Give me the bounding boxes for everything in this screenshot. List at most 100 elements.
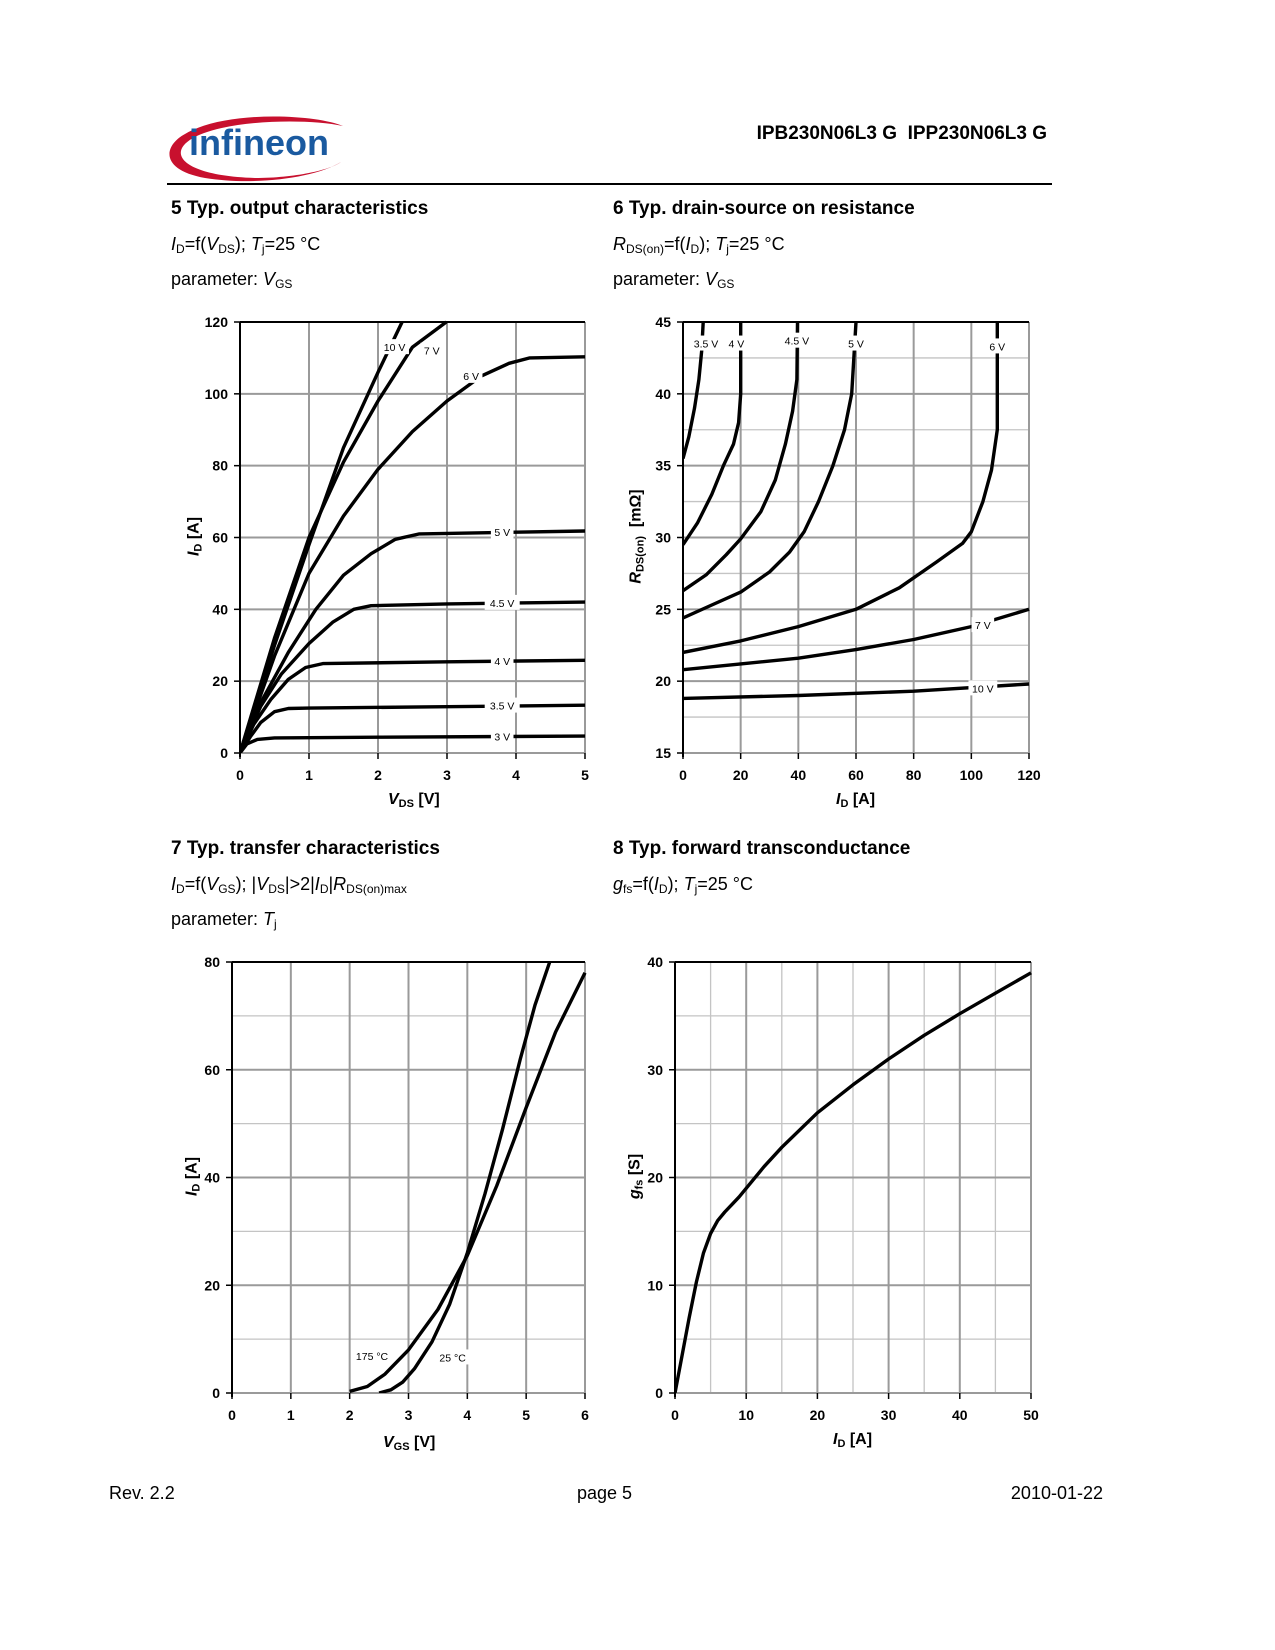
text-part: D <box>840 798 849 810</box>
series-label-bg <box>844 335 868 351</box>
series-label: 3.5 V <box>490 701 515 713</box>
text-part: [A] <box>183 1156 201 1184</box>
series-curve-7-v <box>683 607 1030 672</box>
y-tick-label: 80 <box>212 458 228 474</box>
section-6-title: 6 Typ. drain-source on resistance <box>613 198 915 219</box>
text-part: =f( <box>184 234 207 254</box>
section-6-parameter: parameter: VGS <box>613 269 734 291</box>
x-tick-label: 0 <box>236 767 244 783</box>
infineon-logo: infineon <box>165 112 345 182</box>
series-label-bg <box>380 339 409 355</box>
text-part: I <box>171 874 177 894</box>
x-tick-label: 1 <box>305 767 313 783</box>
x-tick-label: 30 <box>881 1407 897 1423</box>
text-part: [S] <box>626 1153 644 1180</box>
footer-date: 2010-01-22 <box>1010 1483 1103 1503</box>
y-tick-label: 0 <box>655 1385 663 1401</box>
series-label-bg <box>490 524 514 540</box>
logo-swoosh-icon <box>169 116 343 182</box>
text-part: j <box>694 882 698 896</box>
text-part: ); <box>667 874 684 894</box>
section-8-formula: gfs=f(ID); Tj=25 °C <box>613 874 753 896</box>
series-curve-10-v <box>240 321 404 753</box>
y-tick-label: 20 <box>655 673 671 689</box>
x-tick-label: 120 <box>1017 767 1041 783</box>
text-part: I <box>183 1191 201 1197</box>
text-part: | <box>328 874 334 894</box>
y-tick-label: 45 <box>655 314 671 330</box>
text-part: R <box>333 874 347 894</box>
series-label-bg <box>490 728 514 744</box>
x-tick-label: 2 <box>374 767 382 783</box>
x-tick-label: 0 <box>671 1407 679 1423</box>
text-part: D <box>190 1183 203 1192</box>
text-part: [V] <box>409 1434 436 1451</box>
series-curve-10-v <box>683 682 1030 701</box>
text-part: R <box>613 234 626 254</box>
series-curve-25-c <box>378 961 552 1393</box>
series-label: 4.5 V <box>490 598 515 610</box>
series-curve-5-v <box>240 529 586 753</box>
text-part: GS <box>717 277 735 291</box>
text-part: j <box>726 242 729 256</box>
text-part: GS <box>393 1441 410 1453</box>
text-part: D <box>690 242 700 256</box>
x-tick-label: 40 <box>952 1407 968 1423</box>
x-tick-label: 4 <box>463 1407 471 1423</box>
series-label: 5 V <box>848 339 864 351</box>
text-part: =f( <box>632 874 654 894</box>
y-tick-label: 20 <box>204 1277 220 1293</box>
series-label: 3 V <box>494 731 510 743</box>
text-part: I <box>836 791 841 808</box>
series-curve-4-v <box>683 322 743 546</box>
text-part: |>2| <box>284 874 315 894</box>
y-tick-label: 40 <box>204 1170 220 1186</box>
text-part: T <box>263 909 275 929</box>
chart-8-xlabel: ID [A] <box>833 1431 872 1450</box>
section-5-formula: ID=f(VDS); Tj=25 °C <box>171 234 320 256</box>
series-label: 175 °C <box>356 1351 389 1363</box>
series-label-bg <box>490 653 514 669</box>
text-part: I <box>314 874 320 894</box>
text-part: DS(on) <box>626 242 665 256</box>
text-part: [A] <box>185 516 203 544</box>
x-tick-label: 3 <box>405 1407 413 1423</box>
text-part: V <box>388 791 399 808</box>
series-label: 6 V <box>463 371 479 383</box>
text-part: j <box>261 242 265 256</box>
series-curve-6-v <box>683 322 999 655</box>
text-part: g <box>626 1189 644 1200</box>
text-part: I <box>833 1431 838 1448</box>
text-part: ); <box>234 234 251 254</box>
series-label-bg <box>779 332 815 348</box>
text-part: V <box>705 269 718 289</box>
text-part: I <box>653 874 659 894</box>
text-part: R <box>627 572 645 584</box>
text-part: D <box>176 242 185 256</box>
x-tick-label: 0 <box>679 767 687 783</box>
series-label-bg <box>484 594 520 610</box>
series-label-bg <box>688 335 724 351</box>
text-part: [V] <box>413 791 440 808</box>
series-label-bg <box>459 367 483 383</box>
x-tick-label: 80 <box>906 767 922 783</box>
y-tick-label: 15 <box>655 745 671 761</box>
text-part: g <box>613 874 624 894</box>
x-tick-label: 6 <box>581 1407 589 1423</box>
series-label-bg <box>725 335 748 351</box>
y-tick-label: 60 <box>204 1062 220 1078</box>
text-part: parameter: <box>171 269 264 289</box>
chart-5-ylabel: ID [A] <box>186 502 205 572</box>
x-tick-label: 100 <box>960 767 984 783</box>
y-tick-label: 20 <box>212 673 228 689</box>
series-curve-3-5-v <box>240 703 586 753</box>
text-part: D <box>192 543 205 552</box>
text-part: =25 °C <box>697 874 753 894</box>
text-part: DS <box>398 798 414 810</box>
y-tick-label: 30 <box>647 1062 663 1078</box>
text-part: GS <box>275 277 293 291</box>
text-part: [A] <box>845 1431 873 1448</box>
text-part: =25 °C <box>728 234 785 254</box>
series-curve-3-5-v <box>683 321 705 459</box>
text-part: fs <box>623 882 633 896</box>
